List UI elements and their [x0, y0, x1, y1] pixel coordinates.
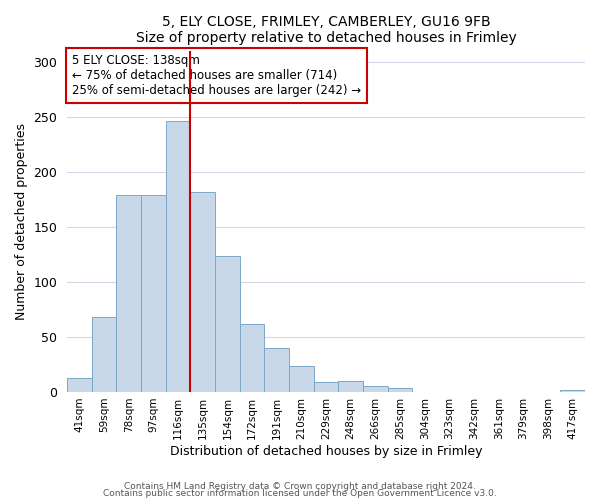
Bar — [215, 256, 240, 392]
Bar — [265, 348, 289, 392]
Bar — [560, 390, 585, 392]
Bar — [190, 192, 215, 392]
Bar — [240, 324, 265, 392]
Bar — [116, 195, 141, 392]
Text: Contains HM Land Registry data © Crown copyright and database right 2024.: Contains HM Land Registry data © Crown c… — [124, 482, 476, 491]
Text: 5 ELY CLOSE: 138sqm
← 75% of detached houses are smaller (714)
25% of semi-detac: 5 ELY CLOSE: 138sqm ← 75% of detached ho… — [73, 54, 361, 97]
Title: 5, ELY CLOSE, FRIMLEY, CAMBERLEY, GU16 9FB
Size of property relative to detached: 5, ELY CLOSE, FRIMLEY, CAMBERLEY, GU16 9… — [136, 15, 517, 45]
Bar — [92, 317, 116, 392]
Y-axis label: Number of detached properties: Number of detached properties — [15, 122, 28, 320]
Text: Contains public sector information licensed under the Open Government Licence v3: Contains public sector information licen… — [103, 490, 497, 498]
Bar — [166, 121, 190, 392]
Bar — [388, 388, 412, 392]
Bar — [141, 195, 166, 392]
X-axis label: Distribution of detached houses by size in Frimley: Distribution of detached houses by size … — [170, 444, 482, 458]
Bar — [338, 381, 363, 392]
Bar — [314, 382, 338, 392]
Bar — [289, 366, 314, 392]
Bar — [67, 378, 92, 392]
Bar — [363, 386, 388, 392]
